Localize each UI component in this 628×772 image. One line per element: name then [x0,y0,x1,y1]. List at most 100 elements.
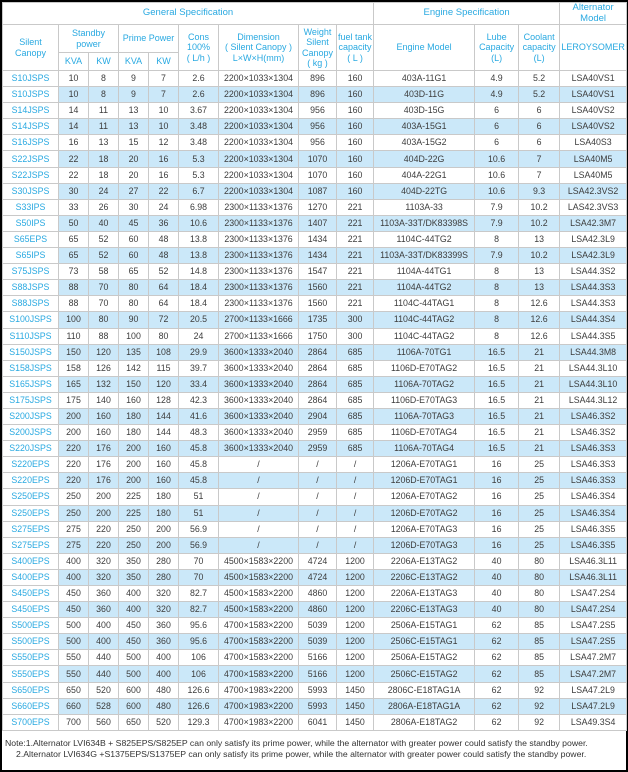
standby-kw-cell: 140 [88,391,119,409]
table-row: S250EPS 250 200 225 180 51///1206A-E70TAG2 16 2… [2,488,628,506]
col-header-coolant-capacity: Coolant capacity (L) [518,24,561,71]
footnote-1: Note:1.Alternator LVI634B + S825EPS/S825… [5,737,588,748]
weight-cell: 4860 [298,584,337,603]
engine-model-cell: 2506C-E15TAG1 [373,633,476,651]
table-row: S275EPS 275 220 250 200 56.9///1206D-E70TAG3 1… [2,536,628,554]
coolant-capacity-cell: 5.2 [518,86,561,104]
lube-capacity-cell: 62 [474,713,520,731]
engine-model-cell: 403A-11G1 [373,69,476,88]
prime-kva-cell: 135 [118,343,149,361]
coolant-capacity-cell: 12.6 [518,327,561,345]
fuel-tank-cell: 300 [335,327,375,345]
dimension-cell: / [218,536,299,554]
coolant-capacity-cell: 6 [518,134,561,152]
table-row: S220EPS 220 176 200 160 45.8///1206A-E70TAG1 1… [2,456,628,474]
model-cell: S110JSPS [2,327,59,345]
alternator-cell: LSA40M5 [559,150,628,168]
model-cell: S660EPS [2,697,59,715]
standby-kva-cell: 73 [58,263,89,281]
cons-cell: 48.3 [178,424,219,442]
engine-model-cell: 2506A-E15TAG1 [373,617,476,635]
alternator-cell: LSA46.3S2 [559,407,628,426]
lube-capacity-cell: 8 [474,295,520,313]
standby-kva-cell: 275 [58,520,89,538]
standby-kw-cell: 520 [88,681,119,699]
cons-cell: 18.4 [178,295,219,313]
alternator-cell: LSA46.3S3 [559,456,628,474]
standby-kw-cell: 126 [88,359,119,377]
standby-kw-cell: 26 [88,198,119,216]
alternator-cell: LSA46.3L11 [559,568,628,587]
engine-model-cell: 2506C-E15TAG2 [373,665,476,683]
cons-cell: 13.8 [178,230,219,249]
alternator-cell: LSA40VS1 [559,86,628,104]
lube-capacity-cell: 8 [474,263,520,281]
fuel-tank-cell: 1200 [335,601,375,619]
alternator-cell: LSA46.3S4 [559,488,628,506]
standby-kva-cell: 400 [58,568,89,587]
coolant-capacity-cell: 25 [518,456,561,474]
standby-kva-cell: 22 [58,166,89,184]
prime-kva-cell: 500 [118,665,149,683]
dimension-cell: 3600×1333×2040 [218,343,299,361]
alternator-cell: LSA47.2M7 [559,665,628,683]
engine-model-cell: 1106A-70TAG3 [373,407,476,426]
prime-kva-cell: 600 [118,697,149,715]
prime-kva-cell: 45 [118,214,149,232]
engine-model-cell: 2206A-E13TAG2 [373,552,476,570]
engine-model-cell: 404D-22TG [373,182,476,200]
prime-kw-cell: 180 [148,504,179,522]
weight-cell: 5039 [298,633,337,651]
col-header-fuel-tank-capacity: fuel tank capacity ( L ) [335,24,375,71]
weight-cell: 896 [298,86,337,104]
coolant-capacity-cell: 12.6 [518,295,561,313]
standby-kva-cell: 550 [58,649,89,667]
cons-cell: 129.3 [178,713,219,731]
table-row: S158JSPS 158 126 142 115 39.7 3600×1333×2040 28… [2,359,628,377]
coolant-capacity-cell: 21 [518,391,561,409]
cons-cell: 5.3 [178,150,219,168]
fuel-tank-cell: / [335,520,375,538]
alternator-cell: LSA40M5 [559,166,628,184]
lube-capacity-cell: 16 [474,456,520,474]
alternator-cell: LSA40VS1 [559,69,628,88]
engine-model-cell: 2206A-E13TAG3 [373,584,476,603]
lube-capacity-cell: 62 [474,649,520,667]
prime-kva-cell: 27 [118,182,149,200]
lube-capacity-cell: 6 [474,134,520,152]
engine-model-cell: 1103A-33 [373,198,476,216]
coolant-capacity-cell: 25 [518,520,561,538]
table-row: S450EPS 450 360 400 320 82.7 4500×1583×2200 486… [2,584,628,603]
standby-kva-cell: 250 [58,488,89,506]
coolant-capacity-cell: 85 [518,633,561,651]
standby-kw-cell: 11 [88,118,119,136]
prime-kva-cell: 250 [118,536,149,554]
standby-kw-cell: 160 [88,424,119,442]
standby-kva-cell: 165 [58,375,89,393]
table-row: S65IPS 65 52 60 48 13.8 2300×1133×1376 1434 221 1… [2,247,628,265]
engine-model-cell: 1106D-E70TAG2 [373,359,476,377]
alternator-cell: LSA40VS2 [559,118,628,136]
standby-kva-cell: 10 [58,69,89,88]
fuel-tank-cell: 685 [335,391,375,409]
dimension-cell: / [218,504,299,522]
engine-model-cell: 1206A-E70TAG2 [373,488,476,506]
prime-kw-cell: 52 [148,263,179,281]
lube-capacity-cell: 8 [474,230,520,249]
dimension-cell: 4700×1583×2200 [218,649,299,667]
cons-cell: 3.67 [178,102,219,120]
prime-kw-cell: 520 [148,713,179,731]
prime-kva-cell: 90 [118,311,149,329]
spec-table-body: S10JSPS 10 8 9 7 2.6 2200×1033×1304 896 160 403A-… [2,69,628,731]
engine-model-cell: 404D-22G [373,150,476,168]
table-row: S700EPS 700 560 650 520 129.3 4700×1983×2200 60… [2,713,628,731]
engine-model-cell: 403A-15G1 [373,118,476,136]
cons-cell: 82.7 [178,584,219,603]
dimension-cell: 4500×1583×2200 [218,552,299,570]
standby-kw-cell: 440 [88,649,119,667]
table-row: S500EPS 500 400 450 360 95.6 4700×1583×2200 503… [2,633,628,651]
cons-cell: 70 [178,568,219,587]
standby-kw-cell: 320 [88,568,119,587]
coolant-capacity-cell: 25 [518,536,561,554]
